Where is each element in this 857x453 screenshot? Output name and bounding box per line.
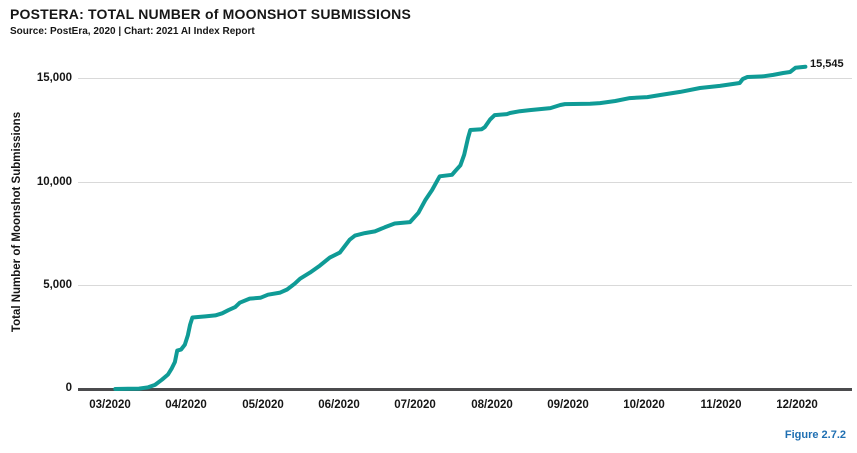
y-tick-label-5000: 5,000	[43, 279, 72, 291]
gridline-5000	[78, 285, 852, 286]
chart-source-line: Source: PostEra, 2020 | Chart: 2021 AI I…	[10, 26, 255, 37]
y-axis-title: Total Number of Moonshot Submissions	[11, 111, 23, 333]
x-tick-label-03-2020: 03/2020	[89, 399, 131, 411]
x-tick-label-08-2020: 08/2020	[471, 399, 513, 411]
x-tick-label-12-2020: 12/2020	[776, 399, 818, 411]
x-tick-label-05-2020: 05/2020	[242, 399, 284, 411]
end-value-label: 15,545	[810, 58, 844, 70]
y-tick-label-15000: 15,000	[36, 72, 72, 84]
x-tick-label-06-2020: 06/2020	[318, 399, 360, 411]
y-tick-label-0: 0	[65, 382, 72, 394]
chart-title: POSTERA: TOTAL NUMBER of MOONSHOT SUBMIS…	[10, 6, 412, 22]
x-tick-label-11-2020: 11/2020	[700, 399, 742, 411]
x-tick-label-10-2020: 10/2020	[623, 399, 665, 411]
gridline-10000	[78, 182, 852, 183]
figure-caption: Figure 2.7.2	[784, 429, 846, 441]
series-line	[113, 64, 808, 391]
x-tick-label-07-2020: 07/2020	[394, 399, 436, 411]
y-tick-label-10000: 10,000	[36, 176, 72, 188]
gridline-15000	[78, 78, 852, 79]
x-tick-label-09-2020: 09/2020	[547, 399, 589, 411]
x-tick-label-04-2020: 04/2020	[165, 399, 207, 411]
x-axis-line	[78, 388, 852, 391]
